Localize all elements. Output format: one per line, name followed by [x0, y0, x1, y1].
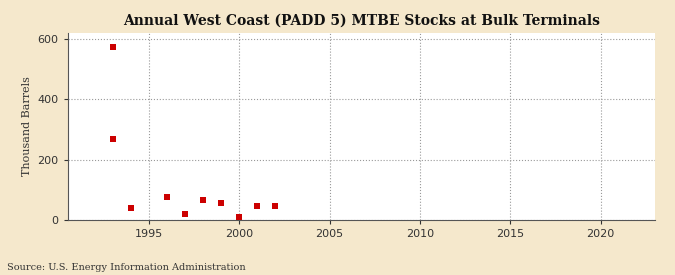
Y-axis label: Thousand Barrels: Thousand Barrels	[22, 76, 32, 177]
Point	[270, 204, 281, 209]
Point	[107, 44, 118, 49]
Point	[161, 195, 172, 200]
Point	[252, 204, 263, 209]
Point	[126, 206, 136, 210]
Point	[107, 136, 118, 141]
Point	[216, 201, 227, 206]
Point	[180, 212, 190, 216]
Point	[198, 198, 209, 203]
Point	[234, 215, 244, 219]
Text: Source: U.S. Energy Information Administration: Source: U.S. Energy Information Administ…	[7, 263, 246, 272]
Title: Annual West Coast (PADD 5) MTBE Stocks at Bulk Terminals: Annual West Coast (PADD 5) MTBE Stocks a…	[123, 14, 599, 28]
